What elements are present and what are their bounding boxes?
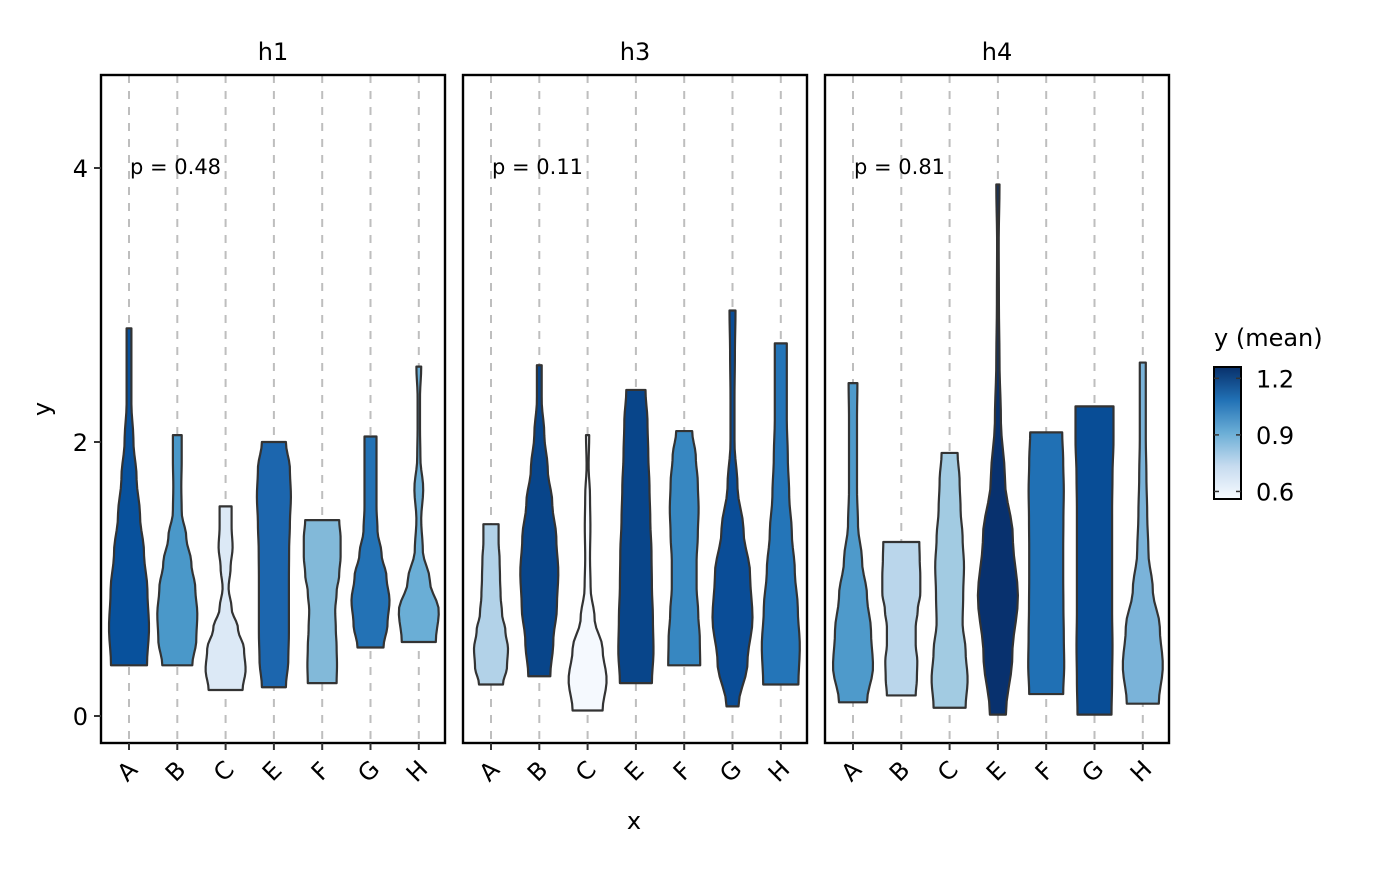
x-tick-label: H	[401, 755, 434, 788]
x-tick-label: E	[981, 756, 1012, 787]
panel-h3: h3 p = 0.11 A B C E F G H	[461, 38, 809, 788]
y-tick-label: 2	[73, 429, 88, 457]
y-axis: 0 2 4	[73, 155, 101, 731]
violin-h4-C	[930, 451, 969, 709]
violin-h1-C	[204, 505, 247, 692]
violin-h3-F	[667, 429, 702, 667]
colorbar-legend: y (mean) 0.6 0.9 1.2	[1213, 324, 1323, 506]
panel-title: h4	[982, 38, 1012, 66]
x-tick-label: F	[1030, 757, 1060, 787]
y-tick-label: 4	[73, 155, 88, 183]
x-axis-label: x	[627, 807, 641, 835]
y-tick-label: 0	[73, 703, 88, 731]
x-tick-label: C	[570, 756, 602, 788]
legend-title: y (mean)	[1214, 324, 1323, 352]
x-tick-label: E	[257, 756, 288, 787]
violin-h4-E	[976, 183, 1019, 716]
violin-h3-G	[711, 309, 754, 708]
violin-h4-G	[1074, 405, 1115, 716]
panel-title: h3	[620, 38, 650, 66]
violin-h3-E	[617, 388, 655, 685]
x-tick-label: G	[1076, 755, 1109, 788]
x-tick-label: A	[836, 755, 868, 787]
violin-h1-H	[397, 365, 440, 644]
panel-h4: h4 p = 0.81 A B C E F G H	[823, 38, 1171, 788]
p-value-annotation: p = 0.48	[130, 155, 221, 179]
x-tick-label: H	[763, 755, 796, 788]
x-tick-label: C	[208, 756, 240, 788]
x-tick-label: B	[160, 756, 191, 787]
violin-h1-E	[255, 440, 292, 689]
violin-h1-G	[350, 435, 391, 649]
violin-h3-A	[472, 523, 510, 686]
x-tick-label: E	[619, 756, 650, 787]
x-tick-label: G	[714, 755, 747, 788]
violin-h4-F	[1027, 431, 1066, 696]
panel-h1: h1 p = 0.48 A B C E F G H	[99, 38, 447, 788]
violin-h4-B	[881, 540, 922, 697]
x-tick-label: F	[306, 757, 336, 787]
x-tick-label: C	[932, 756, 964, 788]
violin-h4-H	[1121, 361, 1164, 705]
violin-h1-F	[302, 518, 342, 685]
x-tick-label: H	[1125, 755, 1158, 788]
violin-h1-A	[107, 327, 151, 667]
colorbar-tick-label: 1.2	[1256, 365, 1294, 393]
y-axis-label: y	[28, 402, 56, 416]
x-tick-label: B	[522, 756, 553, 787]
panel-title: h1	[258, 38, 288, 66]
colorbar-tick-label: 0.6	[1256, 478, 1294, 506]
x-tick-label: G	[352, 755, 385, 788]
x-tick-label: A	[112, 755, 144, 787]
violin-h3-B	[519, 364, 560, 678]
p-value-annotation: p = 0.81	[854, 155, 945, 179]
x-tick-label: A	[474, 755, 506, 787]
violin-h3-H	[760, 342, 801, 686]
x-tick-label: F	[668, 757, 698, 787]
violin-h3-C	[567, 434, 608, 712]
x-tick-label: B	[884, 756, 915, 787]
violin-h1-B	[156, 434, 199, 667]
colorbar-tick-label: 0.9	[1256, 422, 1294, 450]
p-value-annotation: p = 0.11	[492, 155, 583, 179]
colorbar	[1213, 366, 1242, 500]
violin-h4-A	[831, 381, 875, 704]
